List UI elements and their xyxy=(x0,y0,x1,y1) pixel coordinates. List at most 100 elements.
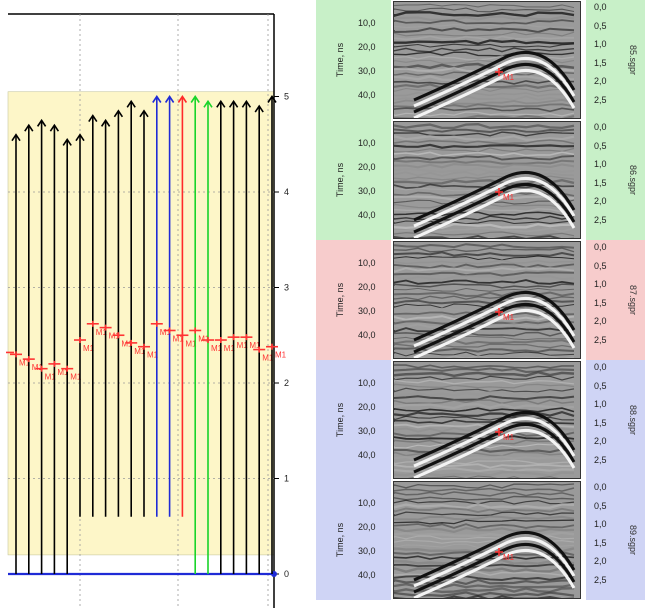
reflection-band xyxy=(394,222,575,230)
reflection-band xyxy=(394,583,575,589)
reflection-band xyxy=(394,247,575,253)
time-tick-label: 20,0 xyxy=(358,282,376,292)
reflection-band xyxy=(394,495,575,501)
time-axis-label-text: Time, ns xyxy=(334,42,345,78)
reflection-band xyxy=(394,155,575,161)
profile-filename-text: 87.sgpr xyxy=(628,284,638,316)
profile-time-axis: Time, ns 10,0 20,0 30,0 40,0 xyxy=(316,240,391,360)
trace-arrowhead xyxy=(100,118,111,127)
radargram-image: M1 xyxy=(394,122,580,238)
time-tick-label: 40,0 xyxy=(358,210,376,220)
radargram-profile[interactable]: Time, ns 10,0 20,0 30,0 40,0 M1 0,0 0,5 1,0 1,5 2,… xyxy=(316,240,645,360)
depth-tick-label: 1,0 xyxy=(594,39,607,49)
radargram-view[interactable]: M1 xyxy=(393,121,581,239)
reflection-band xyxy=(394,370,575,378)
time-axis-label-text: Time, ns xyxy=(334,402,345,438)
trace-arrowhead xyxy=(88,114,98,123)
reflection-band xyxy=(394,467,575,473)
reflection-band xyxy=(394,83,575,90)
trace-arrowhead xyxy=(190,95,200,103)
radargram-image: M1 xyxy=(394,482,580,598)
time-tick-label: 40,0 xyxy=(358,330,376,340)
depth-tick-label: 1,5 xyxy=(594,177,607,188)
reflection-band xyxy=(394,220,575,225)
reflection-band xyxy=(394,410,575,418)
reflection-band xyxy=(394,51,575,57)
reflection-band xyxy=(394,103,575,109)
depth-tick-label: 0,0 xyxy=(594,122,607,132)
marker-label: M1 xyxy=(173,334,185,343)
reflection-band xyxy=(394,443,575,449)
trace-plot[interactable]: 0 1 2 3 4 5 M1 M1 M1 M1 M1 M1 M1 M1 M1 M1 M1 M1 M1 M1 M1 M1 M1… xyxy=(0,0,310,608)
depth-tick-label: 1,0 xyxy=(594,279,607,289)
reflection-band xyxy=(394,407,575,413)
reflection-band xyxy=(394,227,575,233)
y-tick-label: 0 xyxy=(284,569,289,579)
time-tick-label: 40,0 xyxy=(358,90,376,100)
profile-time-axis: Time, ns 10,0 20,0 30,0 40,0 xyxy=(316,120,391,240)
hyperbola-reflection xyxy=(413,536,576,588)
radargram-profile[interactable]: Time, ns 10,0 20,0 30,0 40,0 M1 0,0 0,5 1,0 1,5 2,… xyxy=(316,480,645,600)
radargram-view[interactable]: M1 xyxy=(393,1,581,119)
reflection-band xyxy=(394,375,575,381)
reflection-band xyxy=(394,255,575,261)
depth-tick-label: 0,5 xyxy=(594,260,607,271)
radargram-marker-label: M1 xyxy=(503,313,515,322)
reflection-band xyxy=(394,555,575,561)
radargram-profile[interactable]: Time, ns 10,0 20,0 30,0 40,0 M1 0,0 0,5 1,0 1,5 2,… xyxy=(316,0,645,120)
profile-depth-axis: 0,0 0,5 1,0 1,5 2,0 2,5 85.sgpr xyxy=(586,0,645,120)
marker-label: M1 xyxy=(224,344,236,353)
profile-filename: 89.sgpr xyxy=(623,480,643,600)
reflection-band xyxy=(394,283,575,289)
reflection-band xyxy=(394,339,575,345)
profile-filename-text: 88.sgpr xyxy=(628,404,638,436)
marker-label: M1 xyxy=(147,351,159,360)
trace-arrowhead xyxy=(11,133,21,142)
reflection-band xyxy=(394,91,575,97)
reflection-band xyxy=(394,331,575,337)
y-tick-label: 5 xyxy=(284,92,289,102)
reflection-band xyxy=(394,507,575,513)
trace-arrowhead xyxy=(36,118,47,127)
radargram-marker-label: M1 xyxy=(503,193,515,202)
reflection-band xyxy=(394,543,575,549)
hyperbola-reflection xyxy=(413,182,576,234)
depth-tick-label: 1,0 xyxy=(594,399,607,409)
trace-arrowhead xyxy=(75,133,85,142)
depth-tick-label: 1,5 xyxy=(594,537,607,548)
hyperbola-reflection xyxy=(413,308,576,358)
radargram-marker-label: M1 xyxy=(503,433,515,442)
time-axis-label: Time, ns xyxy=(320,120,360,240)
hyperbola-reflection xyxy=(413,56,576,108)
time-axis-label: Time, ns xyxy=(320,360,360,480)
marker-label: M1 xyxy=(96,328,108,337)
reflection-band xyxy=(394,343,575,349)
radargram-view[interactable]: M1 xyxy=(393,241,581,359)
y-tick-label: 2 xyxy=(284,378,289,388)
time-tick-label: 30,0 xyxy=(358,306,376,316)
profile-depth-axis: 0,0 0,5 1,0 1,5 2,0 2,5 88.sgpr xyxy=(586,360,645,480)
reflection-band xyxy=(394,390,575,398)
reflection-band xyxy=(394,211,575,217)
radargram-profile[interactable]: Time, ns 10,0 20,0 30,0 40,0 M1 0,0 0,5 1,0 1,5 2,… xyxy=(316,360,645,480)
reflection-band xyxy=(394,163,575,169)
reflection-band xyxy=(394,515,575,521)
reflection-band xyxy=(394,111,575,117)
reflection-band xyxy=(394,27,575,34)
radargram-profile[interactable]: Time, ns 10,0 20,0 30,0 40,0 M1 0,0 0,5 1,0 1,5 2,… xyxy=(316,120,645,240)
marker-label: M1 xyxy=(83,344,95,353)
depth-tick-label: 2,5 xyxy=(594,94,607,105)
hyperbola-reflection xyxy=(413,188,576,238)
reflection-band xyxy=(394,575,575,581)
reflection-band xyxy=(394,131,575,137)
depth-tick-label: 1,5 xyxy=(594,417,607,428)
reflection-band xyxy=(394,35,575,41)
time-tick-label: 10,0 xyxy=(358,138,376,148)
radargram-view[interactable]: M1 xyxy=(393,481,581,599)
reflection-band xyxy=(394,383,575,389)
marker-label: M1 xyxy=(275,351,287,360)
time-axis-label: Time, ns xyxy=(320,0,360,120)
depth-tick-label: 0,5 xyxy=(594,20,607,31)
radargram-view[interactable]: M1 xyxy=(393,361,581,479)
